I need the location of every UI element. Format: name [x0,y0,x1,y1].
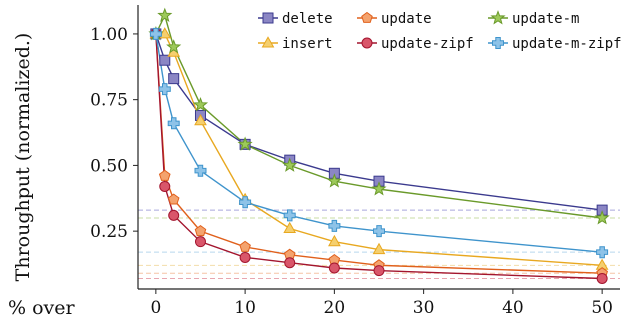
series-markers [148,7,610,284]
data-point-update-zipf [596,272,608,284]
data-point-update-zipf [168,209,180,221]
data-point-update-m-zipf [596,246,609,259]
data-point-update [167,193,180,205]
legend-label-delete: delete [282,11,333,27]
data-point-delete [168,73,180,85]
data-point-update-m-zipf [149,27,162,40]
data-point-update-m [282,157,298,172]
data-point-delete [159,54,171,66]
legend-label-update-m-zipf: update-m-zipf [512,36,622,52]
x-tick-label: 10 [234,298,256,318]
data-point-update-m [326,173,342,188]
data-point-update-m-zipf [283,209,296,222]
data-point-update-m-zipf [328,219,341,232]
data-point-update-m-zipf [194,164,207,177]
y-axis-title: Throughput (normalized.) [12,33,34,282]
legend-label-update: update [381,11,432,27]
data-point-update-zipf [239,251,251,263]
x-tick-label: 50 [591,298,613,318]
x-tick-label: 40 [502,298,524,318]
legend-item-insert: insert [258,36,333,52]
data-point-insert [194,113,207,126]
series-points-update-m-zipf [149,27,609,259]
data-point-update-zipf [284,257,296,269]
data-point-update-m [192,96,209,112]
legend-marker-update-m-zipf [492,37,504,49]
series-points-update-zipf [150,28,608,284]
legend-item-delete: delete [258,11,333,27]
legend-marker-update [361,11,373,23]
x-tick-label: 0 [150,298,161,318]
data-point-update-m [157,7,173,22]
data-point-update [194,224,207,237]
legend-item-update-zipf: update-zipf [357,36,474,52]
legend-marker-insert [261,36,275,48]
legend-label-update-zipf: update-zipf [381,36,474,52]
data-point-update-m-zipf [373,225,385,238]
legend-marker-update-m [490,10,506,25]
data-point-update-m [594,210,610,225]
data-point-insert [372,242,386,255]
data-point-update-m-zipf [167,117,180,130]
data-point-update-zipf [159,180,171,192]
x-tick-label: 30 [413,298,435,318]
data-point-insert [328,234,341,247]
legend-item-update-m-zipf: update-m-zipf [488,36,622,52]
data-point-update [239,240,251,252]
data-point-update-m-zipf [239,196,252,209]
data-point-update [158,169,171,181]
legend-item-update-m: update-m [488,10,579,27]
legend: delete update update-m insert update-zipf upd… [258,10,622,52]
series-line-update [155,33,603,274]
y-tick-label: 1.00 [90,25,128,45]
legend-marker-delete [262,12,274,24]
data-point-update-m [166,39,182,54]
data-point-update-m [237,136,253,151]
series-line-update-m-zipf [155,33,603,253]
series-lines [155,13,603,280]
x-axis-title: % over [8,297,76,319]
data-point-insert [283,221,297,233]
data-point-update-zipf [194,236,206,248]
data-point-update-m-zipf [158,83,171,96]
data-point-update-m [371,181,387,196]
legend-marker-update-zipf [361,37,373,49]
y-tick-label: 0.50 [90,156,128,176]
data-point-update-zipf [373,265,385,277]
series-line-update-zipf [155,33,603,280]
y-axis-ticks: 0.25 0.50 0.75 1.00 [90,25,138,242]
x-axis-ticks: 0 10 20 30 40 50 [150,289,613,318]
legend-label-update-m: update-m [512,11,579,27]
data-point-update-zipf [328,262,340,274]
y-tick-label: 0.25 [90,222,128,242]
legend-item-update: update [357,11,432,27]
axes [137,5,620,290]
data-point-insert [158,27,172,39]
x-tick-label: 20 [324,298,346,318]
legend-label-insert: insert [282,36,333,52]
y-tick-label: 0.75 [90,91,128,111]
